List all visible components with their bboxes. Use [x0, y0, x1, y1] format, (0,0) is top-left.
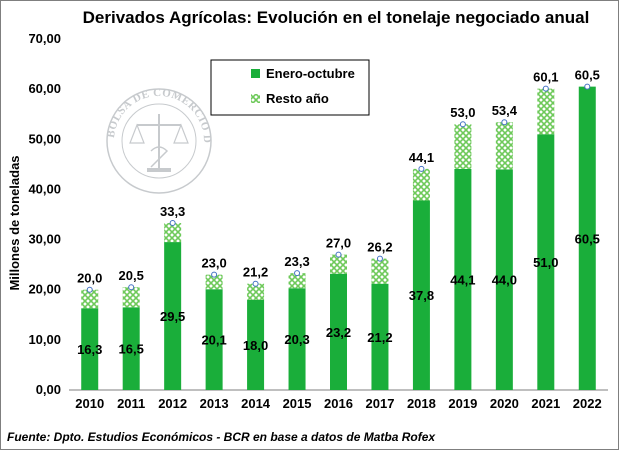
x-tick-label: 2019	[448, 396, 477, 411]
enero-octubre-label: 20,3	[284, 332, 309, 347]
y-tick-label: 0,00	[36, 382, 61, 397]
enero-octubre-label: 60,5	[575, 231, 600, 246]
total-marker	[584, 83, 591, 90]
total-marker	[335, 251, 342, 258]
bar-enero-octubre	[412, 200, 430, 390]
bar-resto-ano	[164, 223, 182, 243]
bar-enero-octubre	[578, 86, 596, 390]
legend: Enero-octubre Resto año	[210, 59, 370, 116]
x-tick-label: 2015	[283, 396, 312, 411]
bar-enero-octubre	[330, 273, 347, 390]
y-tick-label: 10,00	[28, 332, 61, 347]
bar-resto-ano	[288, 273, 306, 289]
bar-resto-ano	[330, 254, 347, 274]
enero-octubre-label: 37,8	[409, 288, 434, 303]
y-tick-label: 60,00	[28, 81, 61, 96]
total-label: 20,0	[77, 271, 102, 286]
total-label: 26,2	[367, 240, 392, 255]
total-marker	[418, 165, 425, 172]
total-marker	[252, 280, 259, 287]
total-marker	[542, 85, 549, 92]
chart-title: Derivados Agrícolas: Evolución en el ton…	[83, 8, 590, 27]
total-label: 53,0	[450, 105, 475, 120]
total-label: 21,2	[243, 265, 268, 280]
total-label: 60,1	[533, 70, 558, 85]
x-tick-label: 2011	[117, 396, 145, 411]
x-tick-label: 2014	[241, 396, 271, 411]
bar-resto-ano	[122, 287, 140, 308]
bar-resto-ano	[454, 124, 472, 169]
axes: 0,00 10,00 20,00 30,00 40,00 50,00 60,00 70,00	[28, 31, 608, 397]
enero-octubre-label: 16,5	[119, 342, 144, 357]
enero-octubre-label: 23,2	[326, 325, 351, 340]
bar-enero-octubre	[288, 288, 306, 390]
bar-enero-octubre	[81, 308, 99, 390]
bar-resto-ano	[81, 289, 99, 309]
total-marker	[294, 270, 301, 277]
enero-octubre-label: 44,0	[492, 273, 517, 288]
y-tick-label: 30,00	[28, 232, 61, 247]
total-label: 53,4	[492, 103, 518, 118]
x-tick-label: 2012	[158, 396, 187, 411]
bar-enero-octubre	[247, 299, 265, 390]
y-axis-label: Millones de toneladas	[7, 155, 22, 290]
bar-resto-ano	[495, 122, 513, 170]
total-label: 44,1	[409, 150, 434, 165]
bar-resto-ano	[247, 283, 265, 300]
x-tick-label: 2018	[407, 396, 436, 411]
total-marker	[501, 119, 508, 126]
bar-enero-octubre	[371, 283, 389, 390]
total-marker	[376, 255, 383, 262]
total-marker	[86, 286, 93, 293]
enero-octubre-label: 18,0	[243, 338, 268, 353]
bar-enero-octubre	[164, 242, 182, 390]
bar-enero-octubre	[537, 134, 555, 390]
y-tick-label: 20,00	[28, 282, 61, 297]
bcr-seal-watermark: BOLSA DE COMERCIO DE ROSARIO	[1, 1, 213, 194]
y-tick-label: 70,00	[28, 31, 61, 46]
data-labels: 2010 20,0 16,3 2011 20,5 16,5 2012 33,3 29,5 2013…	[75, 68, 601, 411]
x-tick-label: 2017	[366, 396, 395, 411]
x-tick-label: 2021	[531, 396, 560, 411]
bar-resto-ano	[537, 88, 555, 135]
source-note: Fuente: Dpto. Estudios Económicos - BCR …	[7, 430, 436, 444]
y-tick-label: 40,00	[28, 181, 61, 196]
legend-label-resto-ano: Resto año	[266, 91, 329, 106]
enero-octubre-label: 51,0	[533, 255, 558, 270]
total-marker	[128, 284, 135, 291]
legend-swatch-enero-octubre	[251, 69, 260, 78]
y-tick-label: 50,00	[28, 131, 61, 146]
enero-octubre-label: 16,3	[77, 342, 102, 357]
total-label: 33,3	[160, 204, 185, 219]
bar-enero-octubre	[122, 307, 140, 390]
total-label: 60,5	[575, 68, 600, 83]
enero-octubre-label: 21,2	[367, 330, 392, 345]
bar-enero-octubre	[454, 168, 472, 390]
x-tick-label: 2010	[75, 396, 104, 411]
total-label: 23,3	[284, 254, 309, 269]
bars	[81, 83, 596, 390]
enero-octubre-label: 44,1	[450, 272, 475, 287]
total-marker	[459, 121, 466, 128]
x-tick-label: 2022	[573, 396, 602, 411]
legend-label-enero-octubre: Enero-octubre	[266, 66, 355, 81]
bar-resto-ano	[205, 274, 223, 290]
x-tick-label: 2016	[324, 396, 353, 411]
total-marker	[211, 271, 218, 278]
legend-swatch-resto-ano	[251, 94, 260, 103]
bar-enero-octubre	[205, 289, 223, 390]
bar-enero-octubre	[495, 169, 513, 390]
x-tick-label: 2020	[490, 396, 519, 411]
bar-resto-ano	[371, 258, 389, 284]
total-label: 20,5	[119, 268, 144, 283]
total-marker	[169, 220, 176, 227]
total-label: 23,0	[201, 256, 226, 271]
bar-resto-ano	[412, 168, 430, 201]
x-tick-label: 2013	[200, 396, 229, 411]
total-label: 27,0	[326, 236, 351, 251]
enero-octubre-label: 20,1	[201, 333, 226, 348]
enero-octubre-label: 29,5	[160, 309, 185, 324]
